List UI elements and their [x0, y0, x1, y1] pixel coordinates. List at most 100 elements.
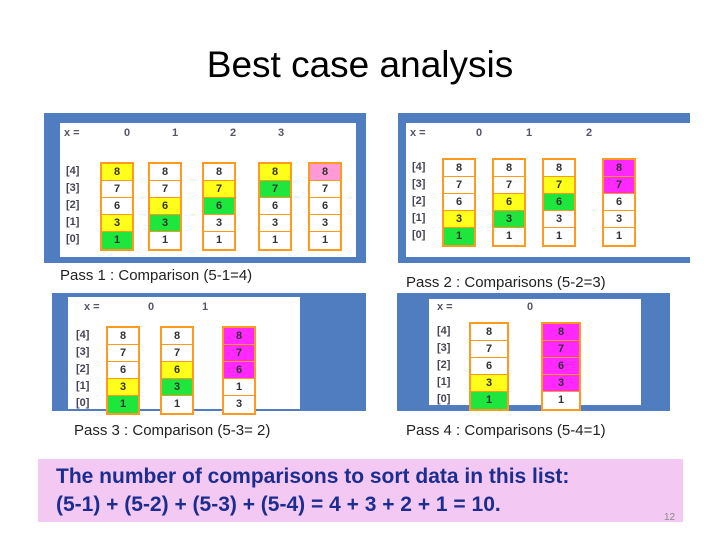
index-label: [2]: [76, 363, 90, 375]
array-cell: 7: [150, 181, 180, 198]
x-tick: 1: [526, 127, 533, 139]
array-cell: 8: [162, 328, 192, 345]
array-cell: 3: [260, 215, 290, 232]
pass-4-label: Pass 4 : Comparisons (5-4=1): [406, 422, 606, 439]
index-label: [2]: [66, 199, 80, 211]
array-cell: 3: [204, 215, 234, 232]
x-prefix: x =: [437, 301, 453, 313]
array-cell: 1: [604, 228, 634, 245]
array-cell: 7: [224, 345, 254, 362]
array-cell: 3: [224, 396, 254, 413]
array-cell: 1: [260, 232, 290, 249]
array-cell: 7: [260, 181, 290, 198]
array-cell: 3: [543, 375, 579, 392]
index-label: [4]: [437, 325, 451, 337]
array-cell: 8: [494, 160, 524, 177]
array-cell: 8: [150, 164, 180, 181]
array-cell: 1: [204, 232, 234, 249]
array-cell: 8: [224, 328, 254, 345]
array-cell: 6: [494, 194, 524, 211]
x-prefix: x =: [84, 301, 100, 313]
array-cell: 8: [102, 164, 132, 181]
array-cell: 8: [204, 164, 234, 181]
array-cell: 6: [310, 198, 340, 215]
x-tick: 2: [230, 127, 237, 139]
array-cell: 1: [471, 392, 507, 409]
index-label: [3]: [76, 346, 90, 358]
index-label: [3]: [437, 342, 451, 354]
index-labels: [4] [3] [2] [1] [0]: [412, 159, 438, 244]
array-cell: 7: [102, 181, 132, 198]
array-cell: 6: [444, 194, 474, 211]
array-cell: 3: [604, 211, 634, 228]
array-cell: 1: [224, 379, 254, 396]
array-cell: 8: [444, 160, 474, 177]
index-label: [3]: [412, 178, 426, 190]
array-cell: 6: [108, 362, 138, 379]
index-label: [0]: [76, 397, 90, 409]
index-label: [0]: [66, 233, 80, 245]
array-cell: 6: [150, 198, 180, 215]
x-prefix: x =: [410, 127, 426, 139]
array-cell: 6: [604, 194, 634, 211]
index-label: [0]: [412, 229, 426, 241]
x-tick: 0: [124, 127, 131, 139]
x-tick: 2: [586, 127, 593, 139]
x-tick: 1: [202, 301, 209, 313]
array-cell: 1: [162, 396, 192, 413]
array-cell: 3: [471, 375, 507, 392]
index-label: [0]: [437, 393, 451, 405]
index-labels: [4] [3] [2] [1] [0]: [66, 163, 92, 248]
x-tick: 0: [476, 127, 483, 139]
array-cell: 7: [471, 341, 507, 358]
slide-title: Best case analysis: [206, 44, 514, 85]
array-cell: 7: [604, 177, 634, 194]
array-cell: 7: [543, 341, 579, 358]
array-cell: 3: [310, 215, 340, 232]
array-cell: 6: [162, 362, 192, 379]
array-cell: 7: [444, 177, 474, 194]
array-cell: 6: [471, 358, 507, 375]
summary-box: The number of comparisons to sort data i…: [38, 459, 683, 522]
index-label: [4]: [66, 165, 80, 177]
index-label: [2]: [437, 359, 451, 371]
array-cell: 1: [310, 232, 340, 249]
array-cell: 6: [543, 358, 579, 375]
index-label: [4]: [76, 329, 90, 341]
x-tick: 0: [148, 301, 155, 313]
array-cell: 1: [102, 232, 132, 249]
array-cell: 7: [310, 181, 340, 198]
index-labels: [4] [3] [2] [1] [0]: [76, 327, 102, 412]
x-tick: 3: [278, 127, 285, 139]
array-cell: 6: [102, 198, 132, 215]
array-cell: 8: [260, 164, 290, 181]
index-labels: [4] [3] [2] [1] [0]: [437, 323, 463, 408]
array-cell: 3: [444, 211, 474, 228]
page-number: 12: [664, 512, 676, 523]
array-cell: 6: [224, 362, 254, 379]
array-cell: 3: [544, 211, 574, 228]
array-cell: 3: [102, 215, 132, 232]
index-label: [2]: [412, 195, 426, 207]
array-cell: 8: [604, 160, 634, 177]
index-label: [3]: [66, 182, 80, 194]
array-cell: 1: [108, 396, 138, 413]
summary-line-2: (5-1) + (5-2) + (5-3) + (5-4) = 4 + 3 + …: [56, 493, 501, 516]
array-cell: 3: [162, 379, 192, 396]
array-cell: 1: [494, 228, 524, 245]
array-cell: 8: [471, 324, 507, 341]
x-prefix: x =: [64, 127, 80, 139]
